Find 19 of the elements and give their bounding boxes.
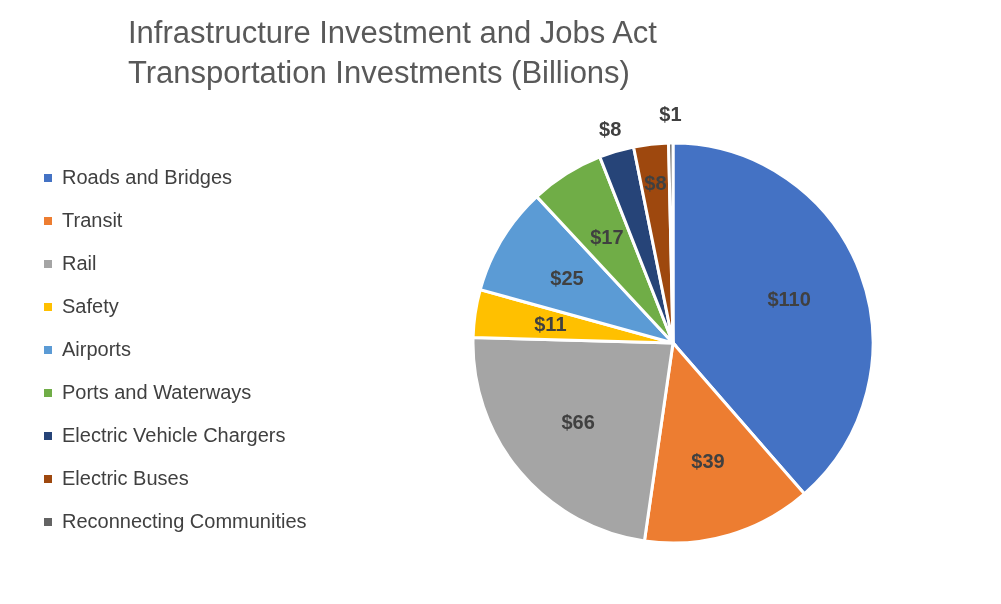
data-label: $8 [644,171,667,194]
legend-label: Airports [62,338,131,360]
chart-title: Infrastructure Investment and Jobs Act Transportation Investments (Billions) [128,15,658,90]
legend-label: Roads and Bridges [62,166,233,188]
legend-label: Electric Buses [62,467,189,489]
legend-label: Rail [62,252,97,274]
legend-label: Transit [62,209,123,231]
data-label: $11 [534,312,567,335]
legend-label: Reconnecting Communities [62,510,307,532]
data-label: $66 [561,410,595,433]
legend-label: Safety [62,295,119,317]
data-label: $8 [599,118,622,141]
data-label: $17 [590,226,624,249]
legend-label: Electric Vehicle Chargers [62,424,286,446]
data-label: $25 [550,266,584,289]
legend-label: Ports and Waterways [62,381,252,403]
data-label: $110 [767,287,811,310]
data-label: $39 [691,449,725,472]
data-label: $1 [659,103,682,126]
